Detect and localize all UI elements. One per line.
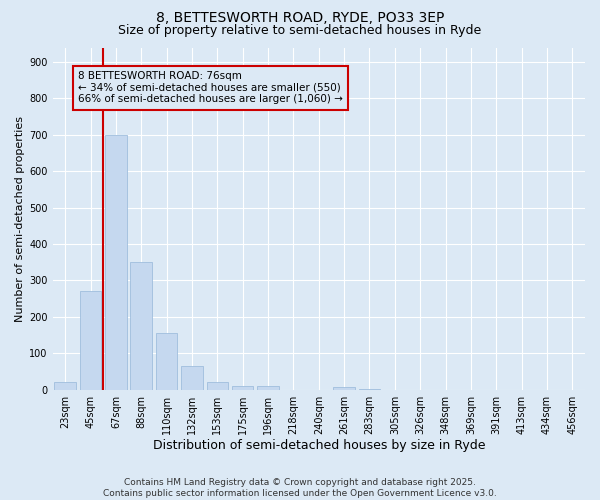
Bar [80, 292, 101, 390]
Text: Size of property relative to semi-detached houses in Ryde: Size of property relative to semi-detach… [118, 24, 482, 37]
X-axis label: Distribution of semi-detached houses by size in Ryde: Distribution of semi-detached houses by … [152, 440, 485, 452]
Text: 8, BETTESWORTH ROAD, RYDE, PO33 3EP: 8, BETTESWORTH ROAD, RYDE, PO33 3EP [156, 11, 444, 25]
Text: Contains HM Land Registry data © Crown copyright and database right 2025.
Contai: Contains HM Land Registry data © Crown c… [103, 478, 497, 498]
Bar [130, 262, 152, 390]
Bar [55, 382, 76, 390]
Bar [257, 386, 279, 390]
Bar [334, 387, 355, 390]
Bar [181, 366, 203, 390]
Bar [105, 135, 127, 390]
Bar [156, 334, 178, 390]
Bar [359, 388, 380, 390]
Bar [232, 386, 253, 390]
Bar [206, 382, 228, 390]
Text: 8 BETTESWORTH ROAD: 76sqm
← 34% of semi-detached houses are smaller (550)
66% of: 8 BETTESWORTH ROAD: 76sqm ← 34% of semi-… [78, 71, 343, 104]
Y-axis label: Number of semi-detached properties: Number of semi-detached properties [15, 116, 25, 322]
